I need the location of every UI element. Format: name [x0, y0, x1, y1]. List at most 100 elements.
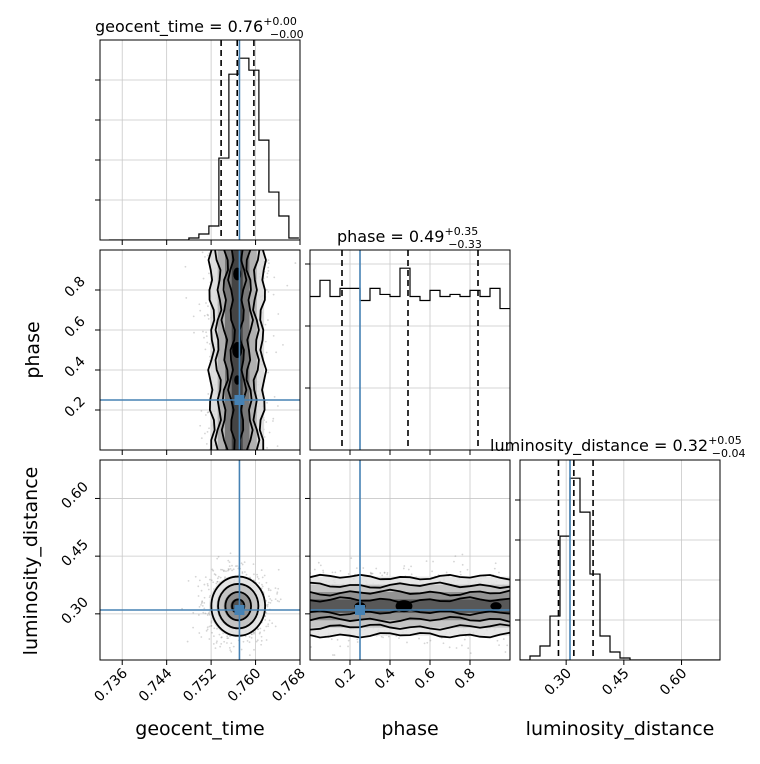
panel-hist-luminosity-distance: 0.30 0.45 0.60 [515, 459, 721, 699]
sample-point [230, 650, 233, 653]
sample-point [208, 596, 211, 599]
sample-point [265, 611, 268, 614]
sample-point [268, 595, 270, 598]
sample-point [276, 445, 279, 448]
sample-point [383, 571, 386, 574]
sample-point [202, 611, 205, 614]
sample-point [187, 579, 190, 582]
sample-point [265, 288, 268, 291]
sample-point [249, 576, 251, 579]
sample-point [216, 627, 218, 630]
truth-marker [234, 395, 245, 405]
sample-point [459, 570, 462, 573]
density-clip-group [310, 460, 510, 672]
sample-point [197, 614, 200, 616]
sample-point [259, 631, 262, 634]
sample-point [204, 576, 207, 578]
sample-point [258, 582, 261, 584]
xlabel-geocent-time: geocent_time [135, 718, 264, 740]
sample-point [379, 572, 382, 574]
xlabel-luminosity-distance: luminosity_distance [526, 718, 715, 740]
sample-point [425, 560, 428, 563]
sample-point [362, 567, 365, 569]
sample-point [251, 633, 253, 636]
sample-point [313, 568, 316, 571]
axes-frame [99, 459, 301, 661]
sample-point [206, 430, 209, 433]
axes-frame [309, 459, 511, 661]
sample-point [252, 573, 255, 576]
sample-point [469, 652, 472, 654]
sample-point [477, 670, 479, 672]
title-luminosity-distance-sup: +0.05 [708, 434, 742, 447]
sample-point [240, 648, 243, 651]
sample-point [211, 568, 214, 571]
sample-point [227, 568, 230, 571]
sample-point [445, 571, 448, 574]
sample-point [269, 601, 272, 604]
sample-point [256, 639, 259, 642]
sample-point [267, 623, 270, 626]
sample-point [201, 600, 204, 603]
sample-point [213, 627, 216, 630]
sample-point [204, 432, 206, 435]
sample-point [386, 572, 389, 574]
sample-point [240, 562, 243, 565]
sample-point [370, 572, 372, 575]
sample-point [208, 613, 211, 616]
density-contour [310, 588, 510, 597]
sample-point [333, 654, 336, 656]
sample-point [212, 643, 215, 645]
sample-point [260, 643, 263, 646]
sample-point [200, 589, 203, 592]
sample-point [496, 639, 499, 642]
sample-point [260, 569, 263, 572]
sample-point [220, 568, 222, 571]
sample-point [426, 641, 429, 644]
sample-point [208, 578, 211, 581]
sample-point [263, 436, 266, 438]
sample-point [229, 649, 232, 652]
density-peak [395, 600, 413, 613]
hist-step-line [520, 477, 720, 660]
sample-point [381, 574, 384, 577]
sample-point [253, 631, 256, 634]
sample-point [194, 575, 197, 578]
density-contour [220, 250, 229, 450]
tick-label-x: 0.8 [452, 666, 479, 693]
sample-point [268, 619, 271, 622]
sample-point [463, 638, 466, 641]
sample-point [461, 563, 464, 566]
sample-point [207, 584, 209, 587]
sample-point [406, 641, 408, 644]
sample-point [192, 611, 195, 614]
density-contour [310, 581, 510, 589]
sample-point [248, 654, 251, 657]
sample-point [197, 585, 200, 588]
sample-point [266, 605, 269, 608]
tick-label-x: 0.2 [332, 666, 359, 693]
sample-point [206, 341, 209, 344]
density-contour [217, 583, 260, 630]
sample-point [202, 277, 205, 280]
sample-point [192, 626, 194, 629]
tick-label-x: 0.736 [91, 665, 131, 705]
xlabel-phase: phase [381, 718, 438, 740]
sample-point [371, 572, 374, 575]
tick-label-y: 0.4 [62, 354, 89, 381]
sample-point [380, 635, 383, 638]
sample-point [506, 644, 509, 647]
sample-point [250, 633, 253, 636]
sample-point [229, 552, 232, 555]
sample-point [355, 567, 358, 570]
sample-point [493, 567, 496, 570]
sample-point [264, 323, 267, 326]
sample-point [193, 331, 195, 334]
sample-point [223, 640, 226, 643]
sample-point [208, 272, 210, 275]
sample-point [186, 640, 189, 643]
sample-point [216, 557, 219, 560]
sample-point [347, 645, 349, 648]
